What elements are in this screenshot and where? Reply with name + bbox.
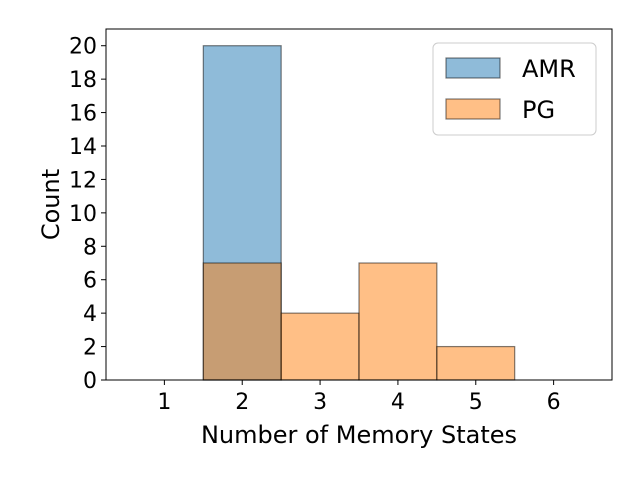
bar-pg-5 [436,345,516,381]
legend-label-pg: PG [522,96,555,124]
legend-swatch-amr [445,57,501,79]
bar-pg-2 [202,262,282,381]
x-axis: 1 2 3 4 5 6 [157,380,561,415]
bars-layer [202,45,516,381]
y-tick-label: 0 [83,369,97,394]
y-axis: 0 2 4 6 8 10 12 14 16 18 20 [69,35,106,394]
y-tick-label: 14 [69,135,97,160]
x-tick-label: 3 [313,390,327,415]
y-tick-label: 4 [83,302,97,327]
x-tick-label: 4 [391,390,405,415]
plot-area-frame [105,28,613,381]
bar-pg-3 [280,312,360,381]
y-tick-label: 16 [69,102,97,127]
legend-swatch-pg [445,98,501,120]
y-tick-label: 8 [83,235,97,260]
y-tick-label: 12 [69,168,97,193]
legend: AMR PG [432,42,597,136]
bar-pg-4 [358,262,438,381]
y-tick-label: 18 [69,68,97,93]
y-tick-label: 6 [83,269,97,294]
y-tick-label: 20 [69,35,97,60]
x-tick-label: 2 [235,390,249,415]
legend-label-amr: AMR [522,55,576,83]
y-tick-label: 2 [83,336,97,361]
x-axis-label: Number of Memory States [201,421,517,449]
x-tick-label: 6 [547,390,561,415]
y-axis-label: Count [37,169,65,240]
x-tick-label: 1 [157,390,171,415]
y-tick-label: 10 [69,202,97,227]
x-tick-label: 5 [469,390,483,415]
